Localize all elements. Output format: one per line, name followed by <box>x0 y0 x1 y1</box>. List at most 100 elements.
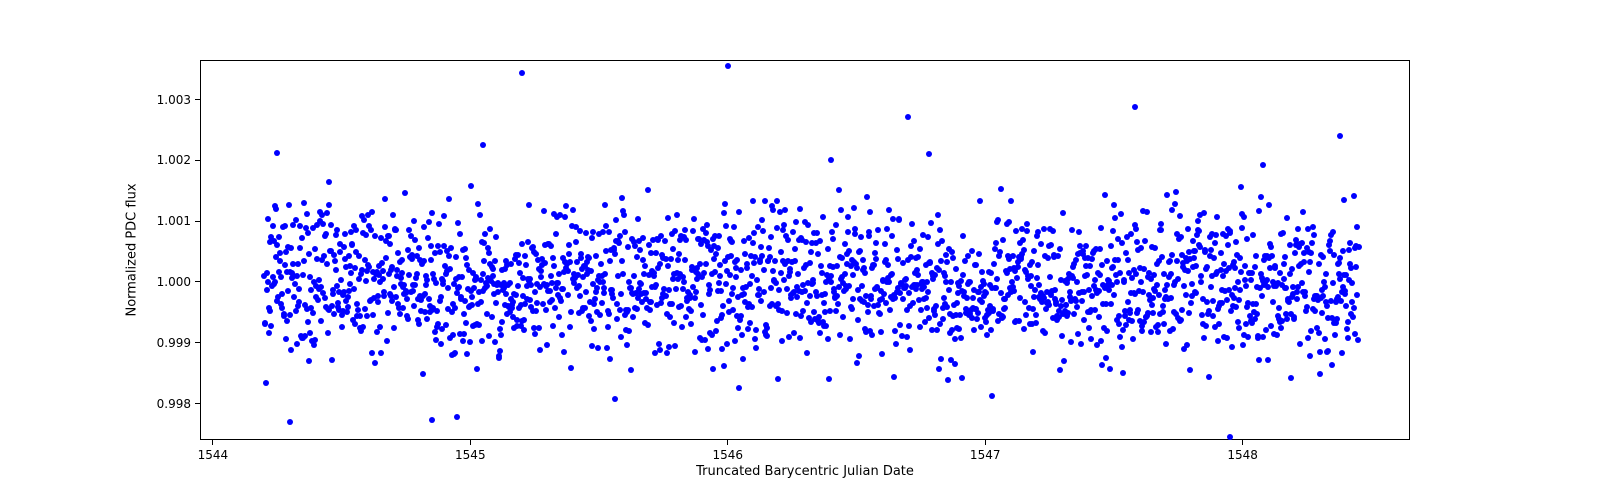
data-point <box>1308 250 1314 256</box>
data-point <box>1097 246 1103 252</box>
data-point <box>567 324 573 330</box>
data-point <box>402 190 408 196</box>
data-point <box>768 234 774 240</box>
data-point <box>887 307 893 313</box>
data-point <box>883 300 889 306</box>
data-point <box>1312 308 1318 314</box>
data-point <box>1216 321 1222 327</box>
data-point <box>637 247 643 253</box>
data-point <box>882 241 888 247</box>
data-point <box>1107 366 1113 372</box>
y-tick-label: 1.001 <box>157 214 191 228</box>
data-point <box>881 291 887 297</box>
data-point <box>551 263 557 269</box>
data-point <box>792 258 798 264</box>
data-point <box>715 245 721 251</box>
data-point <box>305 230 311 236</box>
data-point <box>345 304 351 310</box>
data-point <box>672 228 678 234</box>
data-point <box>1016 318 1022 324</box>
data-point <box>1130 336 1136 342</box>
data-point <box>768 285 774 291</box>
data-point <box>463 255 469 261</box>
data-point <box>640 235 646 241</box>
data-point <box>1201 210 1207 216</box>
data-point <box>1112 215 1118 221</box>
data-point <box>613 217 619 223</box>
data-point <box>467 339 473 345</box>
data-point <box>400 305 406 311</box>
data-point <box>784 310 790 316</box>
data-point <box>357 313 363 319</box>
data-point <box>533 308 539 314</box>
data-point <box>719 312 725 318</box>
y-axis-label: Normalized PDC flux <box>125 183 140 316</box>
data-point <box>979 269 985 275</box>
data-point <box>363 232 369 238</box>
data-point <box>1148 329 1154 335</box>
data-point <box>333 232 339 238</box>
data-point <box>1346 247 1352 253</box>
data-point <box>729 239 735 245</box>
data-point <box>1170 326 1176 332</box>
data-point <box>440 278 446 284</box>
data-point <box>527 276 533 282</box>
data-point <box>428 257 434 263</box>
data-point <box>864 194 870 200</box>
data-point <box>1233 304 1239 310</box>
data-point <box>744 261 750 267</box>
data-point <box>509 305 515 311</box>
data-point <box>822 291 828 297</box>
data-point <box>1168 295 1174 301</box>
data-point <box>904 334 910 340</box>
data-point <box>450 332 456 338</box>
data-point <box>497 348 503 354</box>
data-point <box>1033 312 1039 318</box>
data-point <box>1337 133 1343 139</box>
data-point <box>1175 276 1181 282</box>
data-point <box>1212 240 1218 246</box>
data-point <box>602 202 608 208</box>
data-point <box>1059 333 1065 339</box>
data-point <box>856 353 862 359</box>
data-point <box>836 187 842 193</box>
data-point <box>1236 325 1242 331</box>
data-point <box>1118 211 1124 217</box>
data-point <box>266 330 272 336</box>
data-point <box>1344 326 1350 332</box>
data-point <box>807 260 813 266</box>
data-point <box>353 227 359 233</box>
data-point <box>399 257 405 263</box>
data-point <box>1289 266 1295 272</box>
data-point <box>1133 271 1139 277</box>
data-point <box>692 349 698 355</box>
data-point <box>1155 329 1161 335</box>
x-tick-mark <box>212 440 213 445</box>
data-point <box>808 249 814 255</box>
data-point <box>284 318 290 324</box>
data-point <box>854 265 860 271</box>
data-point <box>592 296 598 302</box>
data-point <box>1119 344 1125 350</box>
data-point <box>1015 264 1021 270</box>
data-point <box>721 363 727 369</box>
data-point <box>925 234 931 240</box>
data-point <box>550 323 556 329</box>
data-point <box>434 308 440 314</box>
data-point <box>911 238 917 244</box>
data-point <box>994 276 1000 282</box>
data-point <box>717 273 723 279</box>
data-point <box>484 283 490 289</box>
data-point <box>751 230 757 236</box>
data-point <box>1198 279 1204 285</box>
data-point <box>360 324 366 330</box>
data-point <box>730 307 736 313</box>
data-point <box>344 309 350 315</box>
data-point <box>1115 257 1121 263</box>
data-point <box>1086 325 1092 331</box>
data-point <box>820 214 826 220</box>
data-point <box>1074 279 1080 285</box>
data-point <box>492 258 498 264</box>
data-point <box>588 318 594 324</box>
data-point <box>1188 300 1194 306</box>
